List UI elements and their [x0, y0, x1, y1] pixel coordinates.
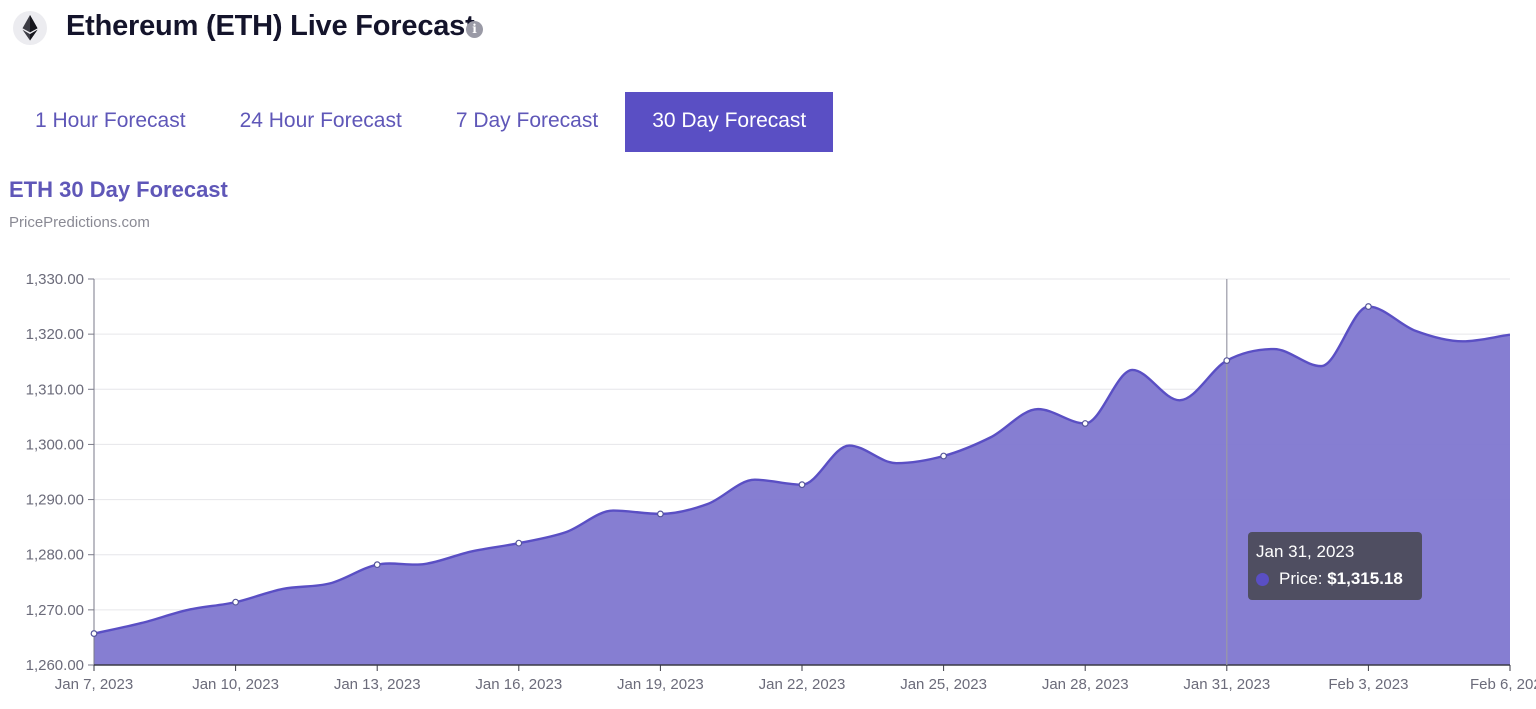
- forecast-tabs: 1 Hour Forecast 24 Hour Forecast 7 Day F…: [8, 92, 834, 152]
- chart-tick-labels: 1,260.00 1,270.00 1,280.00 1,290.00 1,300.00…: [26, 271, 1536, 693]
- page-header: Ethereum (ETH) Live Forecast i: [0, 0, 1536, 60]
- tooltip-date: Jan 31, 2023: [1256, 542, 1355, 561]
- data-point-marker: [373, 561, 381, 569]
- tooltip-series-dot: [1256, 573, 1269, 586]
- chart-tooltip: Jan 31, 2023 Price: $1,315.18: [1248, 532, 1422, 600]
- y-tick-label: 1,270.00: [26, 602, 84, 619]
- y-tick-label: 1,280.00: [26, 547, 84, 564]
- data-point-marker: [232, 598, 240, 606]
- data-point-marker: [1223, 357, 1231, 365]
- x-tick-label: Jan 31, 2023: [1183, 676, 1270, 693]
- tab-7-day-forecast[interactable]: 7 Day Forecast: [455, 109, 599, 132]
- chart-markers: [90, 303, 1372, 637]
- data-point-marker: [1364, 303, 1372, 310]
- tooltip-price-value: $1,315.18: [1327, 569, 1403, 588]
- info-icon[interactable]: i: [466, 21, 483, 38]
- chart-title: ETH 30 Day Forecast: [9, 177, 228, 202]
- chart-subtitle: PricePredictions.com: [9, 214, 150, 231]
- data-point-marker: [798, 481, 806, 489]
- y-tick-label: 1,290.00: [26, 492, 84, 509]
- x-tick-label: Jan 28, 2023: [1042, 676, 1129, 693]
- y-tick-label: 1,310.00: [26, 381, 84, 398]
- y-tick-label: 1,260.00: [26, 657, 84, 674]
- y-tick-label: 1,300.00: [26, 436, 84, 453]
- data-point-marker: [657, 510, 664, 518]
- tab-30-day-forecast[interactable]: 30 Day Forecast: [625, 92, 834, 152]
- x-tick-label: Jan 10, 2023: [192, 676, 279, 693]
- x-tick-label: Jan 7, 2023: [55, 676, 133, 693]
- page-title: Ethereum (ETH) Live Forecast: [66, 10, 475, 42]
- chart-axes: [88, 278, 1511, 671]
- x-tick-label: Feb 3, 2023: [1328, 676, 1408, 693]
- data-point-marker: [1081, 420, 1089, 427]
- data-point-marker: [90, 630, 98, 637]
- x-tick-label: Jan 25, 2023: [900, 676, 987, 693]
- x-tick-label: Jan 19, 2023: [617, 676, 704, 693]
- x-tick-label: Jan 13, 2023: [334, 676, 421, 693]
- x-tick-label: Jan 22, 2023: [759, 676, 846, 693]
- data-point-marker: [940, 452, 947, 460]
- data-point-marker: [515, 539, 523, 547]
- tooltip-price-row: Price: $1,315.18: [1279, 569, 1403, 589]
- ethereum-logo-icon: [13, 11, 47, 45]
- tab-24-hour-forecast[interactable]: 24 Hour Forecast: [239, 109, 402, 132]
- tab-1-hour-forecast[interactable]: 1 Hour Forecast: [35, 109, 186, 132]
- x-tick-label: Feb 6, 2023: [1470, 676, 1536, 693]
- y-tick-label: 1,330.00: [26, 271, 84, 288]
- y-tick-label: 1,320.00: [26, 326, 84, 343]
- x-tick-label: Jan 16, 2023: [475, 676, 562, 693]
- tooltip-price-label: Price:: [1279, 569, 1323, 588]
- series-line-price: [94, 305, 1510, 635]
